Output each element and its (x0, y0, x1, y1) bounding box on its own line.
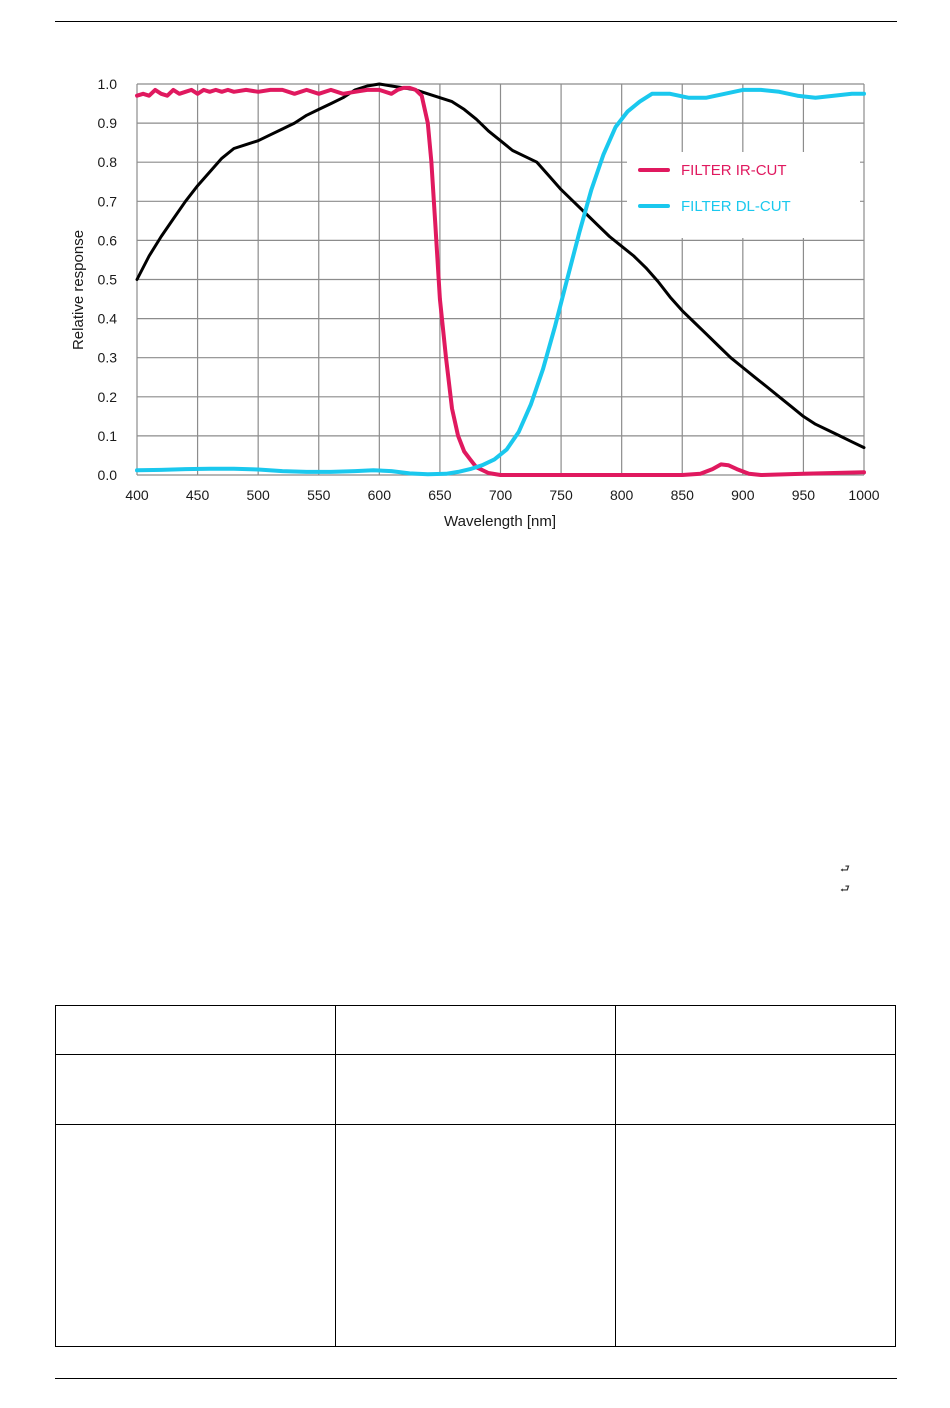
table-cell (615, 1054, 896, 1125)
legend: FILTER IR-CUT FILTER DL-CUT (638, 162, 791, 215)
y-tick-label: 0.1 (98, 428, 118, 444)
x-tick-label: 750 (549, 487, 573, 503)
table-row (55, 1054, 896, 1125)
table-cell (335, 1124, 616, 1347)
filter-ir-cut-line (135, 85, 866, 477)
grid-lines (136, 83, 865, 476)
y-tick-label: 0.9 (98, 115, 118, 131)
y-tick-label: 0.8 (98, 154, 118, 170)
return-arrow-icon: ⮐ (840, 882, 850, 895)
table-cell (335, 1054, 616, 1125)
x-tick-label: 900 (731, 487, 755, 503)
y-tick-label: 0.2 (98, 389, 118, 405)
x-tick-label: 800 (610, 487, 634, 503)
table-cell (615, 1124, 896, 1347)
return-arrow-icon: ⮐ (840, 862, 850, 875)
table-row (55, 1124, 896, 1347)
table-cell (55, 1054, 336, 1125)
series-lines (135, 82, 866, 477)
x-tick-label: 500 (246, 487, 270, 503)
header-rule (55, 21, 897, 22)
sensor-response-line (135, 82, 866, 450)
x-axis-title: Wavelength [nm] (444, 513, 556, 530)
table-cell (335, 1005, 616, 1055)
x-tick-label: 850 (671, 487, 695, 503)
y-axis-title: Relative response (70, 230, 87, 350)
tick-labels: 400 450 500 550 600 650 700 750 800 850 900 950 1000… (98, 76, 880, 503)
x-tick-label: 950 (792, 487, 816, 503)
legend-label: FILTER IR-CUT (681, 162, 787, 179)
spectral-response-chart: 400 450 500 550 600 650 700 750 800 850 900 950 1000… (70, 76, 880, 530)
table-cell (55, 1005, 336, 1055)
y-tick-label: 0.4 (98, 311, 118, 327)
x-tick-label: 600 (368, 487, 392, 503)
x-tick-label: 1000 (848, 487, 879, 503)
filter-dl-cut-line (135, 87, 866, 477)
y-tick-label: 0.7 (98, 193, 118, 209)
footer-rule (55, 1378, 897, 1379)
y-tick-label: 1.0 (98, 76, 118, 92)
table-cell (615, 1005, 896, 1055)
x-tick-label: 650 (428, 487, 452, 503)
table-row (55, 1005, 896, 1055)
legend-label: FILTER DL-CUT (681, 198, 791, 215)
spec-table (55, 1005, 896, 1347)
x-tick-label: 400 (125, 487, 149, 503)
y-tick-label: 0.5 (98, 272, 118, 288)
x-tick-label: 450 (186, 487, 210, 503)
legend-box (627, 152, 860, 238)
x-tick-label: 550 (307, 487, 331, 503)
table-cell (55, 1124, 336, 1347)
x-tick-label: 700 (489, 487, 513, 503)
y-tick-label: 0.6 (98, 232, 118, 248)
y-tick-label: 0.3 (98, 350, 118, 366)
y-tick-label: 0.0 (98, 467, 118, 483)
